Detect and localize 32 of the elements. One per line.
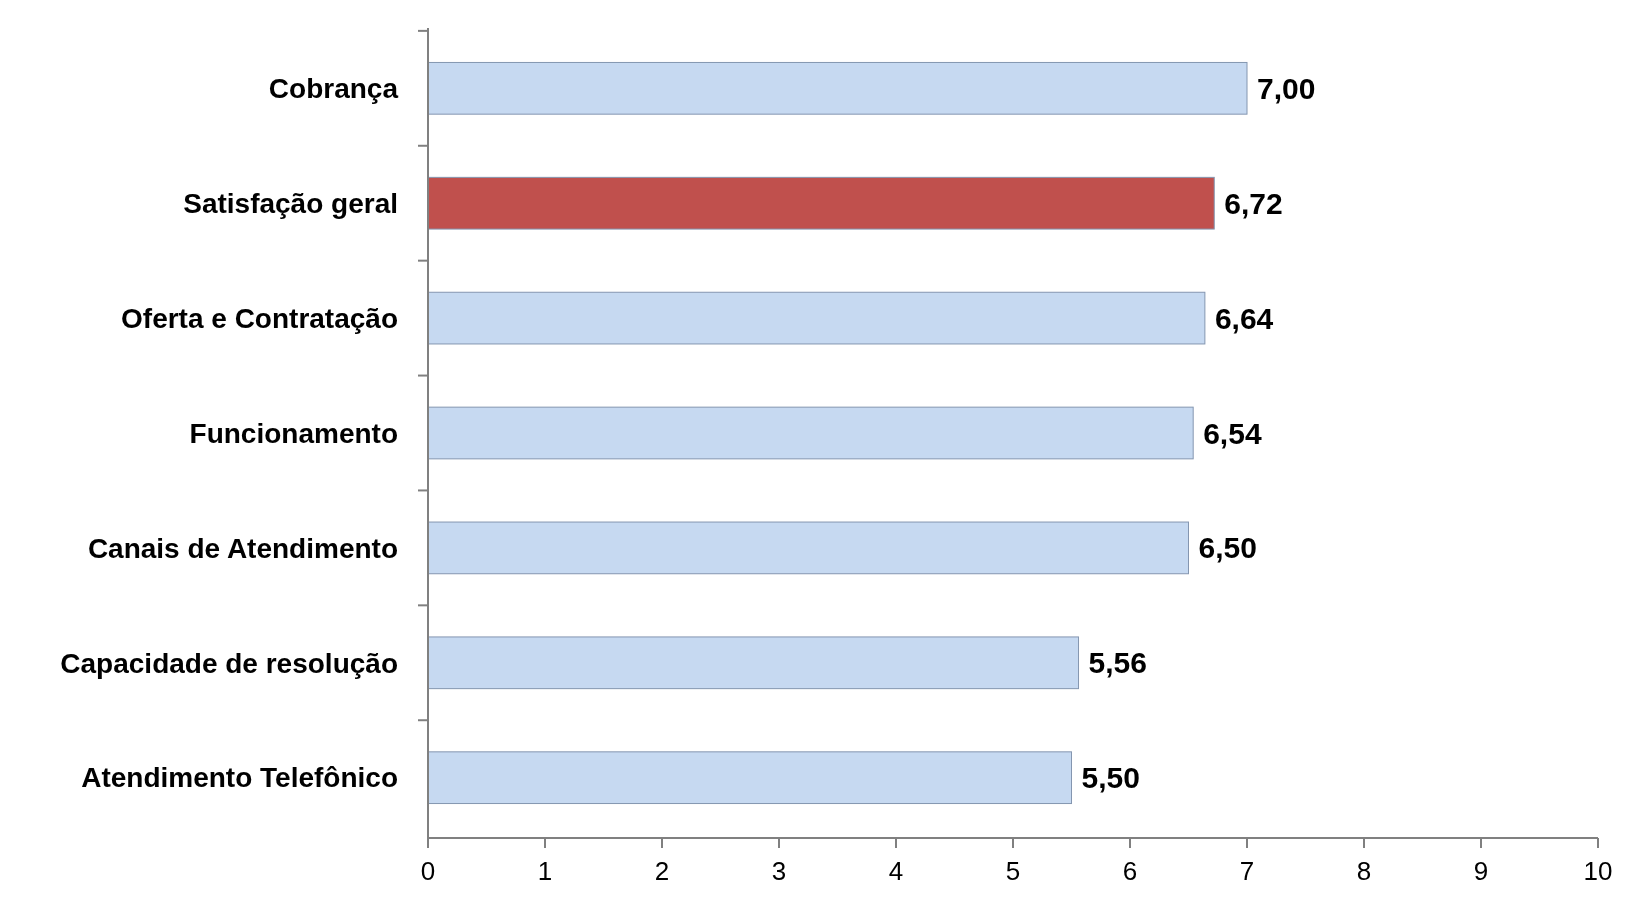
data-label: 7,00	[1257, 71, 1316, 105]
data-label: 6,64	[1214, 301, 1274, 335]
data-label: 6,72	[1224, 186, 1283, 220]
y-tick-label: Satisfação geral	[183, 188, 398, 220]
x-tick-label: 4	[888, 856, 904, 886]
bar	[427, 751, 1072, 805]
bar	[427, 291, 1206, 345]
y-tick-label: Funcionamento	[189, 417, 398, 449]
bar	[427, 636, 1080, 690]
x-tick-label: 2	[654, 856, 670, 886]
x-tick-label: 8	[1356, 856, 1372, 886]
y-tick-label: Cobrança	[268, 73, 399, 105]
x-tick-label: 6	[1122, 856, 1138, 886]
x-tick-label: 7	[1239, 856, 1255, 886]
data-label: 5,50	[1081, 761, 1140, 795]
bar	[427, 176, 1215, 230]
data-label: 5,56	[1088, 646, 1147, 680]
y-tick-label: Oferta e Contratação	[121, 302, 398, 334]
x-tick-label: 10	[1583, 856, 1613, 886]
y-tick-label: Atendimento Telefônico	[81, 762, 398, 794]
data-label: 6,50	[1198, 531, 1257, 565]
x-tick-label: 3	[771, 856, 787, 886]
x-tick-label: 9	[1473, 856, 1489, 886]
bar	[427, 61, 1248, 115]
x-tick-label: 5	[1005, 856, 1021, 886]
bar	[427, 521, 1189, 575]
y-tick-label: Capacidade de resolução	[60, 647, 398, 679]
bar	[427, 406, 1194, 460]
x-tick-label: 1	[537, 856, 553, 886]
y-tick-label: Canais de Atendimento	[87, 532, 398, 564]
data-label: 6,54	[1203, 416, 1262, 450]
x-tick-label: 0	[420, 856, 436, 886]
